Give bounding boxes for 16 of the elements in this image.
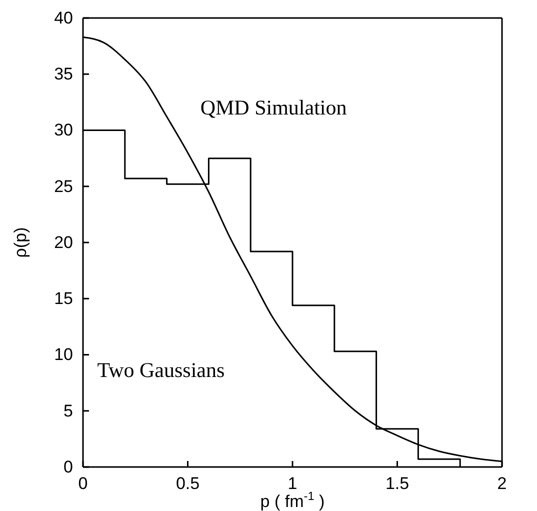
- x-tick-label: 2: [497, 474, 507, 494]
- x-tick-label: 0.5: [176, 474, 200, 494]
- y-tick-label: 20: [54, 232, 73, 252]
- y-tick-label: 35: [54, 64, 73, 84]
- y-tick-label: 40: [54, 8, 73, 28]
- annotation: QMD Simulation: [200, 96, 348, 120]
- y-tick-label: 0: [64, 457, 73, 476]
- x-tick-label: 1.5: [385, 474, 410, 494]
- y-axis-title: ρ(p): [11, 227, 30, 258]
- x-tick-label: 0: [78, 474, 88, 494]
- y-tick-label: 5: [64, 401, 73, 420]
- y-tick-label: 30: [54, 120, 73, 140]
- y-tick-label: 10: [54, 345, 73, 364]
- annotation: Two Gaussians: [97, 358, 225, 382]
- y-tick-label: 15: [54, 289, 73, 308]
- y-tick-label: 25: [54, 176, 73, 196]
